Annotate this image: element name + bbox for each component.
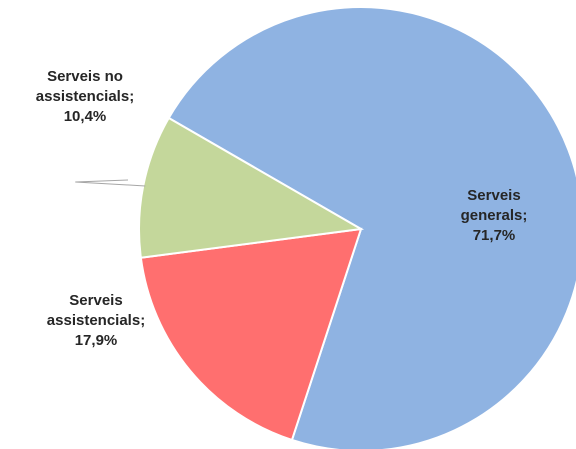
data-label-serveis-no-assistencials: Serveis no assistencials; 10,4% bbox=[36, 68, 134, 125]
leader-lines bbox=[75, 180, 145, 186]
data-label-serveis-assistencials: Serveis assistencials; 17,9% bbox=[47, 292, 145, 349]
leader-line bbox=[75, 180, 145, 186]
